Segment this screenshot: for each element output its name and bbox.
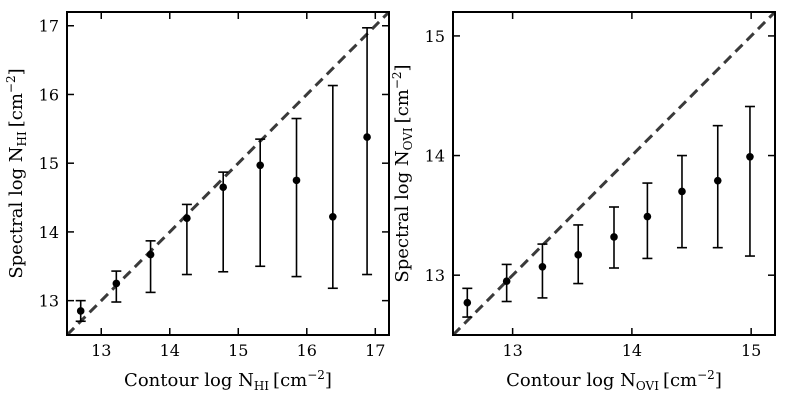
data-point bbox=[363, 133, 371, 141]
error-bar bbox=[676, 154, 687, 249]
y-tick-label: 13 bbox=[39, 292, 59, 311]
x-tick-label: 16 bbox=[297, 341, 317, 360]
identity-line bbox=[67, 12, 389, 335]
error-bar bbox=[327, 84, 338, 290]
y-axis-label: Spectral log NHI[cm−2] bbox=[4, 68, 29, 278]
y-tick-label: 13 bbox=[425, 266, 445, 285]
data-point bbox=[256, 161, 265, 170]
data-point bbox=[329, 212, 337, 221]
data-point bbox=[713, 176, 722, 185]
left-panel-hi: 13 14 15 16 17 13 14 15 16 17 Contour log NHI [cm−2… bbox=[4, 11, 390, 393]
right-panel-ovi: 13 14 15 13 14 15 Contour log NOVI [cm−2] Spectr… bbox=[390, 11, 776, 393]
x-tick-label: 13 bbox=[91, 341, 111, 360]
error-bar bbox=[145, 240, 156, 294]
data-point bbox=[502, 277, 511, 285]
y-tick-label: 14 bbox=[425, 147, 445, 166]
data-point bbox=[678, 187, 686, 196]
error-bar bbox=[255, 138, 266, 268]
data-point bbox=[76, 307, 85, 315]
x-tick-label: 14 bbox=[160, 341, 180, 360]
data-point bbox=[292, 176, 301, 185]
y-axis-label: Spectral log NOVI[cm−2] bbox=[390, 64, 415, 282]
x-tick-label: 15 bbox=[228, 341, 248, 360]
data-point bbox=[183, 214, 191, 222]
y-tick-label: 16 bbox=[39, 85, 59, 104]
error-bar bbox=[642, 182, 653, 260]
data-point bbox=[219, 183, 228, 192]
error-bar bbox=[537, 243, 548, 299]
data-point bbox=[538, 263, 547, 271]
error-bar bbox=[744, 105, 755, 257]
data-point bbox=[643, 212, 652, 221]
error-bar bbox=[291, 117, 302, 278]
data-point bbox=[146, 250, 155, 259]
x-tick-label: 15 bbox=[741, 341, 761, 360]
y-tick-label: 15 bbox=[425, 27, 445, 46]
x-axis-label: Contour log NOVI [cm−2] bbox=[506, 368, 722, 393]
data-point bbox=[746, 152, 754, 161]
y-tick-label: 15 bbox=[39, 154, 59, 173]
error-bar bbox=[712, 124, 723, 249]
x-tick-label: 14 bbox=[622, 341, 642, 360]
error-bar bbox=[362, 27, 373, 276]
x-axis-label: Contour log NHI [cm−2] bbox=[124, 368, 332, 393]
axes-frame bbox=[66, 11, 390, 336]
identity-line bbox=[453, 12, 775, 335]
y-tick-label: 17 bbox=[39, 17, 59, 36]
data-point bbox=[112, 279, 121, 288]
data-point bbox=[574, 251, 583, 259]
x-tick-label: 13 bbox=[502, 341, 522, 360]
axes-frame bbox=[452, 11, 776, 336]
data-point bbox=[610, 233, 618, 241]
y-tick-label: 14 bbox=[39, 223, 59, 242]
x-tick-label: 17 bbox=[365, 341, 385, 360]
data-point bbox=[463, 298, 472, 307]
